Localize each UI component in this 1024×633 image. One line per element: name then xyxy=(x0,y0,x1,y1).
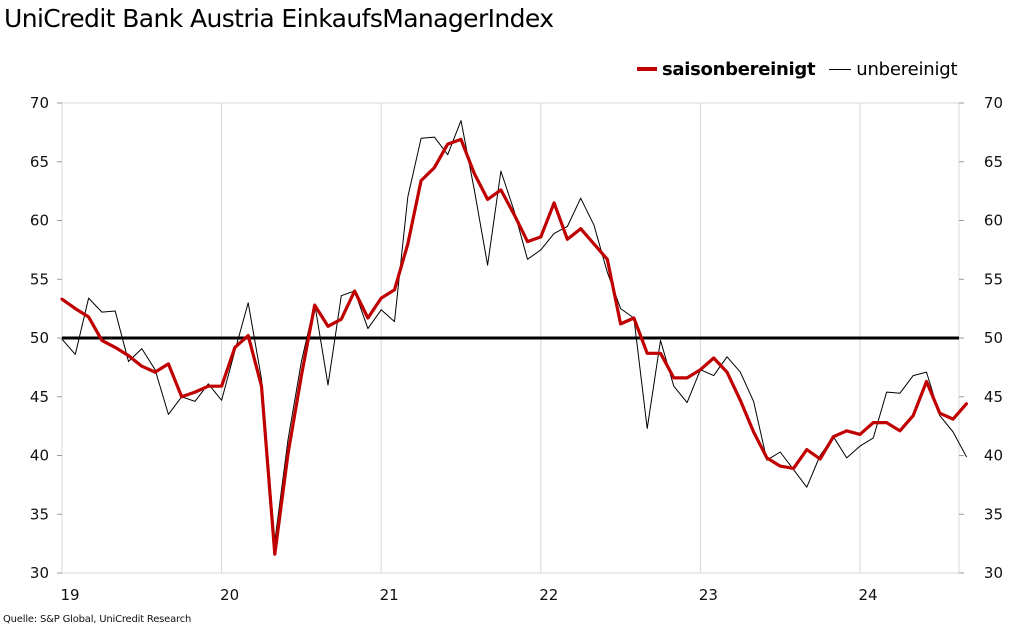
legend-label-saisonbereinigt: saisonbereinigt xyxy=(662,58,816,80)
y-tick-label-right: 30 xyxy=(984,564,1003,582)
axis-layer: 19 20 21 22 23 24 30 30 35 35 40 40 45 45 50 50 55 55 60 60… xyxy=(30,94,1003,604)
x-tick-label: 23 xyxy=(699,586,718,604)
y-tick-label-left: 40 xyxy=(30,447,49,465)
y-tick-label-left: 35 xyxy=(30,505,49,523)
legend-swatch-red xyxy=(637,67,657,71)
y-tick-label-left: 45 xyxy=(30,388,49,406)
y-tick-label-left: 30 xyxy=(30,564,49,582)
y-tick-label-right: 60 xyxy=(984,212,1003,230)
series-line-saisonbereinigt xyxy=(60,137,969,556)
series-layer xyxy=(60,120,969,556)
y-tick-label-right: 65 xyxy=(984,153,1003,171)
chart-title: UniCredit Bank Austria EinkaufsManagerIn… xyxy=(4,4,554,33)
legend-item-saisonbereinigt: saisonbereinigt xyxy=(637,58,816,80)
legend: saisonbereinigt unbereinigt xyxy=(637,57,958,81)
y-tick-label-left: 50 xyxy=(30,329,49,347)
y-tick-label-right: 40 xyxy=(984,447,1003,465)
y-tick-label-left: 70 xyxy=(30,94,49,112)
y-tick-label-right: 45 xyxy=(984,388,1003,406)
y-tick-label-left: 55 xyxy=(30,270,49,288)
x-tick-label: 24 xyxy=(858,586,877,604)
legend-swatch-black xyxy=(829,68,852,70)
legend-label-unbereinigt: unbereinigt xyxy=(856,58,958,80)
x-tick-label: 21 xyxy=(380,586,399,604)
y-tick-label-left: 60 xyxy=(30,212,49,230)
series-line-unbereinigt xyxy=(61,120,967,542)
legend-item-unbereinigt: unbereinigt xyxy=(829,58,958,80)
y-tick-label-right: 55 xyxy=(984,270,1003,288)
source-note: Quelle: S&P Global, UniCredit Research xyxy=(3,614,192,625)
y-tick-label-right: 70 xyxy=(984,94,1003,112)
y-tick-label-right: 35 xyxy=(984,505,1003,523)
x-tick-label: 22 xyxy=(539,586,558,604)
x-tick-label: 19 xyxy=(60,586,79,604)
y-tick-label-left: 65 xyxy=(30,153,49,171)
y-tick-label-right: 50 xyxy=(984,329,1003,347)
x-tick-label: 20 xyxy=(220,586,239,604)
